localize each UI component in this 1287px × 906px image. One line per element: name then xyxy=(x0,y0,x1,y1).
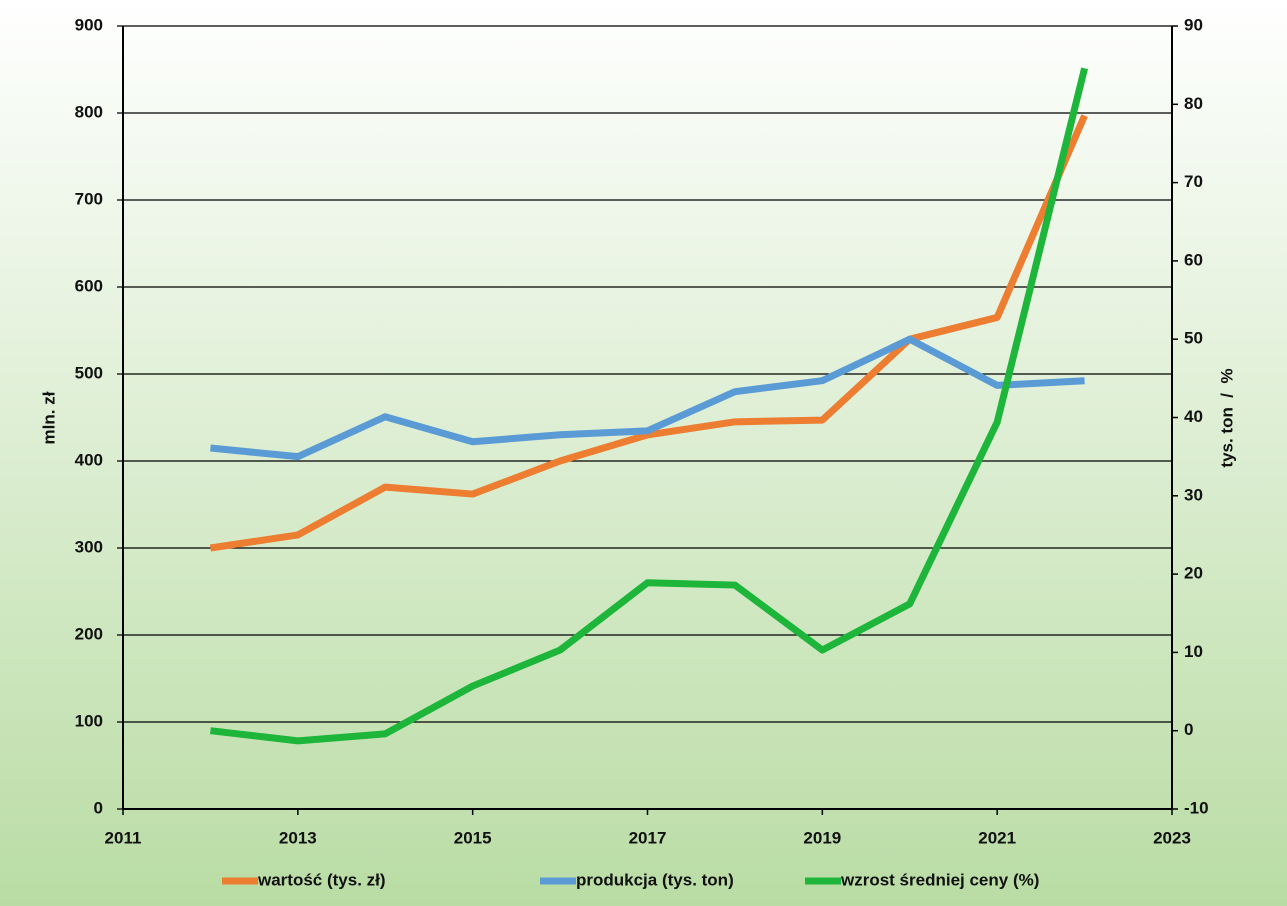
y2-tick-label: 20 xyxy=(1184,564,1203,583)
y2-tick-label: 40 xyxy=(1184,407,1203,426)
y2-tick-label: 90 xyxy=(1184,15,1203,34)
legend-label: produkcja (tys. ton) xyxy=(576,870,734,889)
y-tick-label: 700 xyxy=(75,189,103,208)
y-tick-label: 100 xyxy=(75,711,103,730)
y2-tick-label: 50 xyxy=(1184,329,1203,348)
legend-label: wzrost średniej ceny (%) xyxy=(840,870,1039,889)
legend-label: wartość (tys. zł) xyxy=(257,870,386,889)
x-tick-label: 2023 xyxy=(1153,828,1191,847)
x-tick-label: 2011 xyxy=(105,828,142,847)
y2-tick-label: 30 xyxy=(1184,485,1203,504)
y-tick-label: 800 xyxy=(75,102,103,121)
series-line xyxy=(210,335,1085,461)
x-tick-label: 2013 xyxy=(279,828,317,847)
y2-tick-label: 10 xyxy=(1184,642,1203,661)
y-axis-title: mln. zł xyxy=(39,391,58,444)
series-line xyxy=(210,67,1088,745)
x-tick-label: 2017 xyxy=(629,828,667,847)
y-tick-label: 300 xyxy=(75,537,103,556)
y2-tick-label: -10 xyxy=(1184,798,1209,817)
y-tick-label: 500 xyxy=(75,363,103,382)
y-tick-label: 400 xyxy=(75,450,103,469)
y2-tick-label: 70 xyxy=(1184,172,1203,191)
x-tick-label: 2019 xyxy=(803,828,841,847)
y2-axis-title: tys. ton / % xyxy=(1217,368,1236,467)
x-tick-label: 2021 xyxy=(978,828,1016,847)
y-tick-label: 200 xyxy=(75,624,103,643)
x-tick-label: 2015 xyxy=(454,828,492,847)
y-tick-label: 600 xyxy=(75,276,103,295)
y2-tick-label: 60 xyxy=(1184,250,1203,269)
y2-tick-label: 80 xyxy=(1184,94,1203,113)
series-line xyxy=(209,114,1088,552)
y-tick-label: 0 xyxy=(94,798,103,817)
y2-tick-label: 0 xyxy=(1184,720,1193,739)
y-tick-label: 900 xyxy=(75,15,103,34)
